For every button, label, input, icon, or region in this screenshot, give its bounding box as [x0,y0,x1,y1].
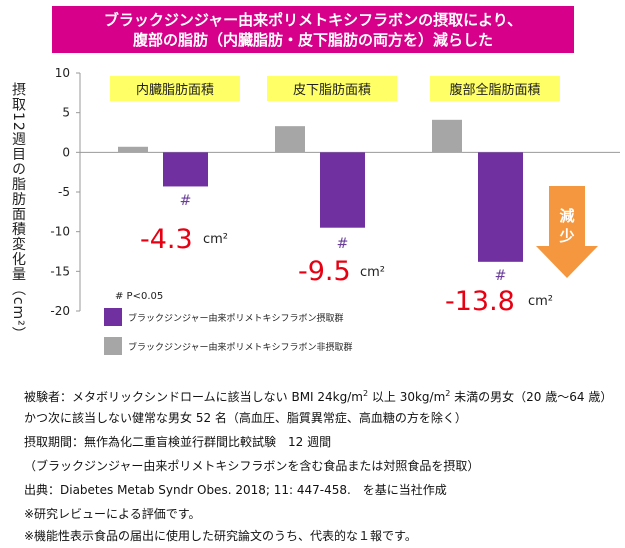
bar-treatment [478,152,523,262]
legend-label-treatment: ブラックジンジャー由来ポリメトキシフラボン摂取群 [128,312,344,324]
category-label: 皮下脂肪面積 [293,82,371,98]
decrease-arrow [536,186,598,278]
category-label: 腹部全脂肪面積 [449,82,540,98]
bar-control [432,119,462,153]
footnote-source: 出典：Diabetes Metab Syndr Obes. 2018; 11: … [24,483,447,497]
value-label: -4.3 [140,224,193,255]
legend-swatch-treatment [104,308,122,326]
footnote-representative: ※機能性表示食品の届出に使用した研究論文のうち、代表的な１報です。 [24,529,417,543]
bar-control [275,126,305,153]
bar-control [118,146,148,153]
significance-mark: # [180,193,192,209]
y-tick-label: -10 [50,225,70,239]
significance-note: # P<0.05 [115,291,163,302]
y-axis-label: 摂取12週目の脂肪面積変化量（cm²） [10,82,26,342]
value-label: -9.5 [298,256,351,287]
category-label: 内臓脂肪面積 [136,82,214,98]
legend-label-control: ブラックジンジャー由来ポリメトキシフラボン非摂取群 [128,341,353,353]
header-line-2: 腹部の脂肪（内臓脂肪・皮下脂肪の両方を）減らした [132,31,493,49]
value-unit: cm² [360,265,385,280]
y-tick-label: 0 [62,145,70,159]
footnote-intake: （ブラックジンジャー由来ポリメトキシフラボンを含む食品または対照食品を摂取） [24,459,480,473]
footnote-review: ※研究レビューによる評価です。 [24,507,201,521]
category-label-box [110,76,240,101]
decrease-arrow-label: 減 [559,207,574,225]
category-label-box [430,76,560,101]
chart-header-banner: ブラックジンジャー由来ポリメトキシフラボンの摂取により、 腹部の脂肪（内臓脂肪・… [52,6,574,53]
y-tick-label: 5 [62,106,70,120]
decrease-arrow-label: 少 [558,227,574,245]
value-unit: cm² [528,294,553,309]
value-unit: cm² [203,232,228,247]
y-tick-label: 10 [55,66,70,80]
y-tick-label: -15 [50,264,70,278]
footnote-period: 摂取期間：無作為化二重盲検並行群間比較試験 12 週間 [24,435,332,449]
footnote-subjects: 被験者：メタボリックシンドロームに該当しない BMI 24kg/m2 以上 30… [24,389,613,404]
category-label-box [267,76,397,101]
legend-swatch-control [104,337,122,355]
y-tick-label: -20 [50,304,70,318]
value-label: -13.8 [445,286,515,317]
bar-treatment [163,152,208,187]
bar-treatment [320,152,365,228]
y-tick-label: -5 [58,185,70,199]
footnote-criteria: かつ次に該当しない健常な男女 52 名（高血圧、脂質異常症、高血糖の方を除く） [24,411,467,425]
header-line-1: ブラックジンジャー由来ポリメトキシフラボンの摂取により、 [103,11,523,29]
bar-chart: 10 5 0 -5 -10 -15 -20 内臓脂肪面積 # -4.3 cm² 皮下脂肪面積 # -9.5… [50,66,620,355]
significance-mark: # [337,236,349,252]
significance-mark: # [495,268,507,284]
